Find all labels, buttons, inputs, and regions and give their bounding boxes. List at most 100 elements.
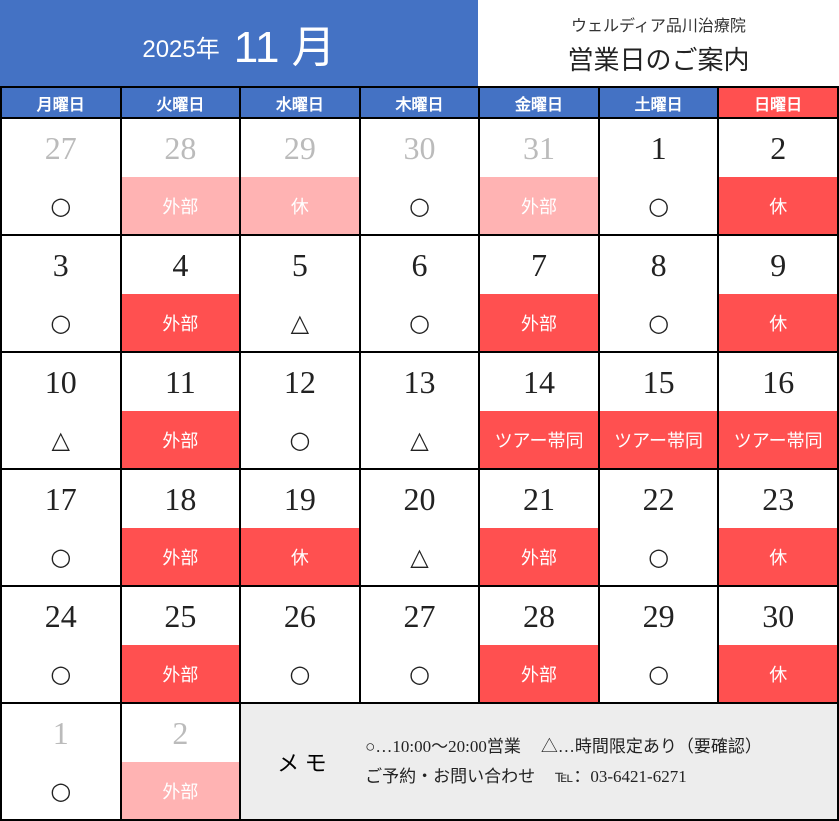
day-number: 18: [164, 480, 197, 517]
day-cell[interactable]: 29 ○: [597, 585, 720, 704]
day-cell[interactable]: 6 ○: [358, 234, 481, 353]
memo-box: メ モ ○…10:00～20:00営業 △…時間限定あり（要確認） ご予約・お問い合わ…: [239, 702, 839, 821]
day-cell[interactable]: 22 ○: [597, 468, 720, 587]
day-status: ツアー帯同: [599, 411, 718, 468]
day-status: △: [290, 308, 310, 337]
day-status: ○: [408, 659, 430, 688]
legend-open: ○…10:00～20:00営業: [365, 736, 521, 756]
day-status: ○: [648, 191, 670, 220]
day-cell[interactable]: 20 △: [358, 468, 481, 587]
year-label: 2025年: [142, 35, 220, 63]
weekday-header-row: 月曜日 火曜日 水曜日 木曜日 金曜日 土曜日 日曜日: [0, 86, 839, 119]
day-status: 外部: [480, 177, 598, 234]
day-number: 27: [44, 129, 77, 166]
day-number: 24: [44, 597, 77, 634]
weekday-header: 水曜日: [239, 86, 361, 119]
day-status: ○: [50, 542, 72, 571]
day-cell[interactable]: 30 休: [717, 585, 839, 704]
day-cell[interactable]: 27 ○: [358, 585, 481, 704]
day-cell[interactable]: 29 休: [239, 117, 361, 236]
day-status: 休: [719, 528, 837, 585]
page-title: 営業日のご案内: [567, 46, 750, 76]
day-cell[interactable]: 1 ○: [0, 702, 122, 821]
day-cell[interactable]: 26 ○: [239, 585, 361, 704]
day-number: 6: [411, 246, 428, 283]
day-number: 3: [52, 246, 69, 283]
day-cell[interactable]: 4 外部: [119, 234, 242, 353]
day-cell[interactable]: 13 △: [358, 351, 481, 470]
day-cell[interactable]: 28 外部: [478, 585, 600, 704]
day-status: 外部: [121, 177, 240, 234]
day-status: △: [51, 425, 71, 454]
day-status: ○: [50, 308, 72, 337]
month-banner: 2025年 11 月: [0, 0, 478, 86]
day-number: 25: [164, 597, 197, 634]
day-number: 2: [770, 129, 787, 166]
day-number: 30: [762, 597, 795, 634]
day-number: 27: [403, 597, 436, 634]
day-cell[interactable]: 7 外部: [478, 234, 600, 353]
day-number: 17: [44, 480, 77, 517]
memo-label: メ モ: [277, 750, 327, 776]
day-number: 21: [523, 480, 556, 517]
day-cell[interactable]: 16 ツアー帯同: [717, 351, 839, 470]
day-status: 休: [719, 294, 837, 351]
day-cell[interactable]: 3 ○: [0, 234, 122, 353]
day-number: 19: [283, 480, 316, 517]
day-number: 15: [642, 363, 675, 400]
day-cell[interactable]: 28 外部: [119, 117, 242, 236]
day-number: 16: [762, 363, 795, 400]
day-cell[interactable]: 1 ○: [597, 117, 720, 236]
day-status: 外部: [480, 294, 598, 351]
day-cell[interactable]: 30 ○: [358, 117, 481, 236]
day-status: 休: [719, 177, 837, 234]
day-status: 外部: [121, 528, 240, 585]
legend-limited: △…時間限定あり（要確認）: [540, 736, 762, 756]
day-status: ○: [50, 659, 72, 688]
day-status: ○: [408, 191, 430, 220]
day-number: 9: [770, 246, 787, 283]
day-cell[interactable]: 24 ○: [0, 585, 122, 704]
day-cell[interactable]: 21 外部: [478, 468, 600, 587]
week-row: 27 ○ 28 外部 29 休 30 ○ 31 外部 1 ○ 2 休: [0, 117, 839, 236]
month-label: 11 月: [233, 23, 336, 72]
day-cell[interactable]: 5 △: [239, 234, 361, 353]
day-number: 26: [283, 597, 316, 634]
week-row: 24 ○ 25 外部 26 ○ 27 ○ 28 外部 29 ○ 30 休: [0, 585, 839, 704]
day-number: 30: [403, 129, 436, 166]
week-row: 1 ○ 2 外部メ モ ○…10:00～20:00営業 △…時間限定あり（要確認） ご予約・…: [0, 702, 839, 821]
day-cell[interactable]: 27 ○: [0, 117, 122, 236]
day-cell[interactable]: 2 外部: [119, 702, 242, 821]
day-cell[interactable]: 11 外部: [119, 351, 242, 470]
day-number: 7: [531, 246, 548, 283]
day-number: 1: [52, 714, 69, 751]
day-cell[interactable]: 14 ツアー帯同: [478, 351, 600, 470]
day-cell[interactable]: 25 外部: [119, 585, 242, 704]
week-row: 17 ○ 18 外部 19 休 20 △ 21 外部 22 ○ 23 休: [0, 468, 839, 587]
day-cell[interactable]: 17 ○: [0, 468, 122, 587]
phone-number[interactable]: ℡：03-6421-6271: [555, 766, 687, 786]
title-block: ウェルディア品川治療院 営業日のご案内: [478, 0, 839, 86]
day-cell[interactable]: 10 △: [0, 351, 122, 470]
day-number: 20: [403, 480, 436, 517]
day-cell[interactable]: 31 外部: [478, 117, 600, 236]
day-number: 29: [642, 597, 675, 634]
day-status: 休: [719, 645, 837, 702]
day-cell[interactable]: 15 ツアー帯同: [597, 351, 720, 470]
day-cell[interactable]: 18 外部: [119, 468, 242, 587]
contact-label: ご予約・お問い合わせ: [365, 766, 536, 786]
day-cell[interactable]: 19 休: [239, 468, 361, 587]
day-cell[interactable]: 8 ○: [597, 234, 720, 353]
day-number: 5: [291, 246, 308, 283]
day-cell[interactable]: 12 ○: [239, 351, 361, 470]
day-status: ○: [50, 776, 72, 805]
day-status: ○: [648, 542, 670, 571]
day-number: 13: [403, 363, 436, 400]
week-row: 10 △ 11 外部 12 ○ 13 △ 14 ツアー帯同 15 ツアー帯同 16 ツアー帯同: [0, 351, 839, 470]
day-cell[interactable]: 23 休: [717, 468, 839, 587]
day-status: △: [410, 425, 429, 454]
weekday-header: 日曜日: [717, 86, 839, 119]
day-number: 29: [283, 129, 316, 166]
